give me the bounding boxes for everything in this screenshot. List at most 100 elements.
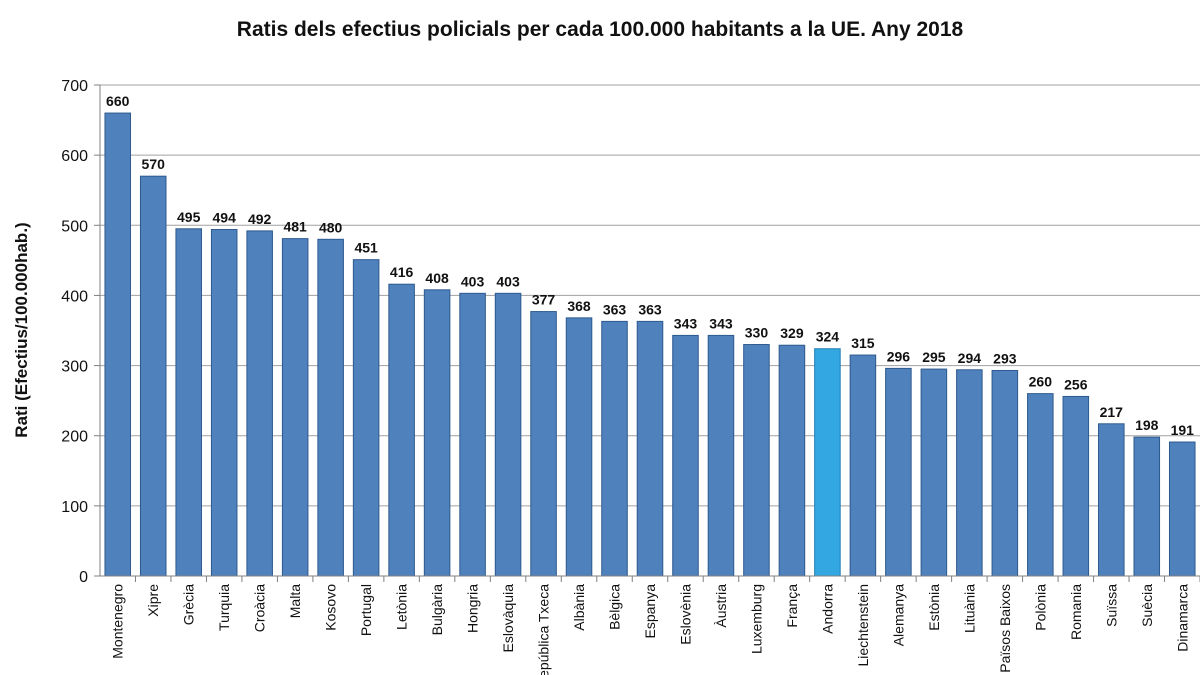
value-label: 363 — [638, 301, 662, 317]
value-label: 377 — [532, 292, 556, 308]
category-label: Espanya — [642, 584, 658, 639]
category-label: Luxemburg — [748, 584, 764, 654]
category-label: Kosovo — [323, 584, 339, 631]
category-label: Àustria — [713, 584, 729, 628]
category-label: Bèlgica — [607, 584, 623, 630]
value-labels: 660 570 495 494 492 481 480 451 416 408 403 403 377 3… — [106, 93, 1194, 438]
bar-5 — [281, 238, 309, 577]
bar-30 — [1168, 441, 1196, 577]
value-label: 403 — [496, 273, 520, 289]
value-label: 343 — [674, 315, 698, 331]
value-label: 256 — [1064, 376, 1088, 392]
value-label: 481 — [283, 219, 307, 235]
category-label: Eslovàquia — [500, 584, 516, 653]
value-label: 495 — [177, 209, 201, 225]
bar-0 — [104, 112, 132, 577]
y-tick-label: 400 — [61, 288, 88, 305]
bar-19 — [778, 344, 806, 577]
category-label: Dinamarca — [1174, 584, 1190, 652]
bar-24 — [956, 369, 983, 577]
value-label: 294 — [958, 350, 982, 366]
bar-1 — [139, 175, 167, 577]
category-label: Lituània — [961, 584, 977, 633]
bar-22 — [885, 367, 912, 577]
value-label: 296 — [887, 348, 911, 364]
category-label: Bulgària — [429, 584, 445, 636]
bar-10 — [459, 292, 486, 577]
category-label: Suècia — [1139, 584, 1155, 627]
value-label: 198 — [1135, 417, 1159, 433]
bar-17 — [707, 334, 735, 577]
bar-26 — [1027, 393, 1054, 577]
bar-4 — [246, 230, 273, 577]
value-label: 363 — [603, 301, 627, 317]
bar-13 — [565, 317, 593, 577]
y-axis-ticks: 0 100 200 300 400 500 600 700 — [61, 78, 100, 586]
bar-21 — [849, 354, 877, 577]
value-label: 416 — [390, 264, 414, 280]
y-tick-label: 200 — [61, 429, 88, 446]
value-label: 368 — [567, 298, 591, 314]
bars — [104, 112, 1196, 577]
value-label: 324 — [816, 329, 840, 345]
bar-18 — [743, 344, 770, 577]
value-label: 660 — [106, 93, 130, 109]
y-tick-label: 600 — [61, 148, 88, 165]
value-label: 480 — [319, 219, 343, 235]
bar-29 — [1133, 436, 1161, 577]
chart-title: Ratis dels efectius policials per cada 1… — [236, 18, 964, 41]
value-label: 408 — [425, 270, 449, 286]
category-label: Letònia — [394, 584, 410, 630]
value-label: 343 — [709, 315, 733, 331]
category-label: Països Baixos — [997, 584, 1013, 673]
y-tick-label: 0 — [79, 569, 88, 586]
x-axis-ticks: Montenegro Xipre Grècia Turquia Croàcia Malta… — [110, 584, 1191, 675]
bar-27 — [1062, 395, 1090, 577]
category-label: Alemanya — [890, 584, 906, 646]
bar-15 — [636, 320, 664, 577]
category-label: Romania — [1068, 584, 1084, 640]
category-label: Andorra — [819, 584, 835, 634]
category-label: Polònia — [1032, 584, 1048, 631]
category-label: Turquia — [216, 584, 232, 631]
category-label: Hongria — [465, 584, 481, 633]
category-label: República Txeca — [536, 584, 552, 675]
value-label: 330 — [745, 325, 769, 341]
category-label: Montenegro — [110, 584, 126, 659]
category-label: Liechtenstein — [855, 584, 871, 667]
value-label: 315 — [851, 335, 875, 351]
bar-12 — [530, 311, 557, 577]
category-label: França — [784, 584, 800, 628]
category-label: Suïssa — [1103, 584, 1119, 627]
category-label: Croàcia — [252, 584, 268, 632]
bar-7 — [352, 259, 380, 577]
value-label: 260 — [1029, 374, 1053, 390]
value-label: 329 — [780, 325, 804, 341]
value-label: 191 — [1171, 422, 1195, 438]
y-tick-label: 700 — [61, 78, 88, 95]
category-label: Portugal — [358, 584, 374, 636]
bar-9 — [423, 289, 451, 577]
bar-6 — [317, 238, 344, 577]
category-label: Eslovènia — [677, 584, 693, 645]
category-label: Malta — [287, 584, 303, 618]
bar-20 — [814, 348, 841, 577]
category-label: Albània — [571, 584, 587, 631]
category-label: Estònia — [926, 584, 942, 631]
bar-14 — [601, 320, 628, 577]
value-label: 295 — [922, 349, 946, 365]
value-label: 293 — [993, 350, 1017, 366]
category-label: Xipre — [145, 584, 161, 617]
bar-25 — [991, 369, 1019, 577]
bar-16 — [672, 334, 699, 577]
value-label: 492 — [248, 211, 272, 227]
category-label: Grècia — [181, 584, 197, 625]
value-label: 217 — [1100, 404, 1124, 420]
bar-8 — [388, 283, 415, 577]
bar-2 — [175, 228, 202, 577]
value-label: 570 — [142, 156, 166, 172]
value-label: 403 — [461, 273, 485, 289]
value-label: 451 — [354, 240, 378, 256]
y-tick-label: 500 — [61, 218, 88, 235]
